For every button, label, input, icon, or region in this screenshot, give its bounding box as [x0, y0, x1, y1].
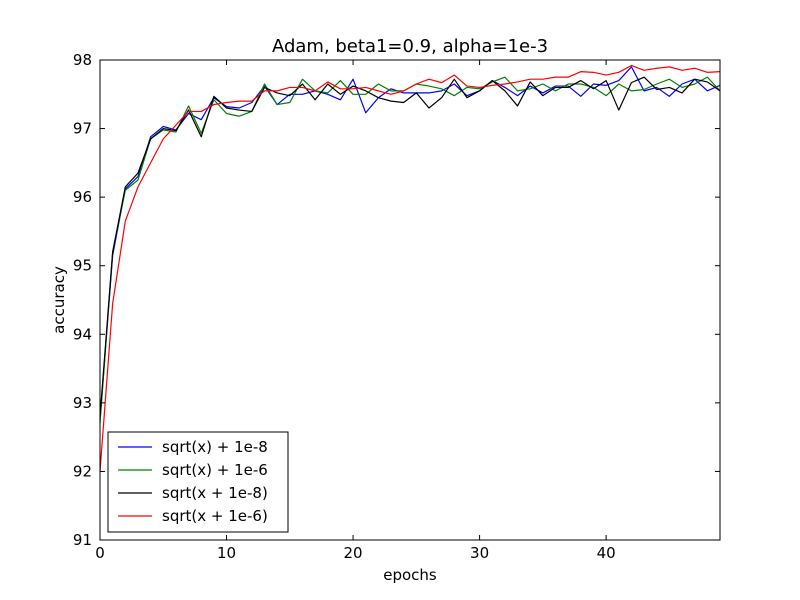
legend-label-1: sqrt(x) + 1e-8: [162, 438, 268, 456]
x-axis: 0 10 20 30 40: [95, 60, 616, 562]
x-tick-label: 10: [217, 544, 236, 562]
x-axis-label: epochs: [383, 566, 437, 584]
legend-box: [107, 431, 289, 533]
x-tick-label: 30: [470, 544, 489, 562]
series-line-4: [99, 64, 721, 472]
chart-title: Adam, beta1=0.9, alpha=1e-3: [272, 36, 548, 57]
plot-frame: [99, 59, 721, 541]
x-tick-label: 40: [597, 544, 616, 562]
y-axis-label: accuracy: [50, 266, 68, 334]
y-axis: 91 92 93 94 95 96 97 98: [73, 51, 720, 549]
y-tick-label: 97: [73, 120, 92, 138]
y-tick-label: 98: [73, 51, 92, 69]
legend-label-2: sqrt(x) + 1e-6: [162, 461, 268, 479]
series-line-1: [99, 66, 721, 421]
legend-label-3: sqrt(x + 1e-8): [162, 484, 268, 502]
y-tick-label: 92: [73, 462, 92, 480]
x-tick-label: 0: [95, 544, 105, 562]
legend-label-4: sqrt(x + 1e-6): [162, 507, 268, 525]
y-tick-label: 93: [73, 394, 92, 412]
x-tick-label: 20: [344, 544, 363, 562]
y-tick-label: 91: [73, 531, 92, 549]
y-tick-label: 94: [73, 325, 92, 343]
legend: sqrt(x) + 1e-8 sqrt(x) + 1e-6 sqrt(x + 1e-…: [107, 431, 289, 533]
series-layer: [99, 64, 721, 472]
y-tick-label: 95: [73, 257, 92, 275]
y-tick-label: 96: [73, 188, 92, 206]
series-line-3: [99, 76, 721, 417]
